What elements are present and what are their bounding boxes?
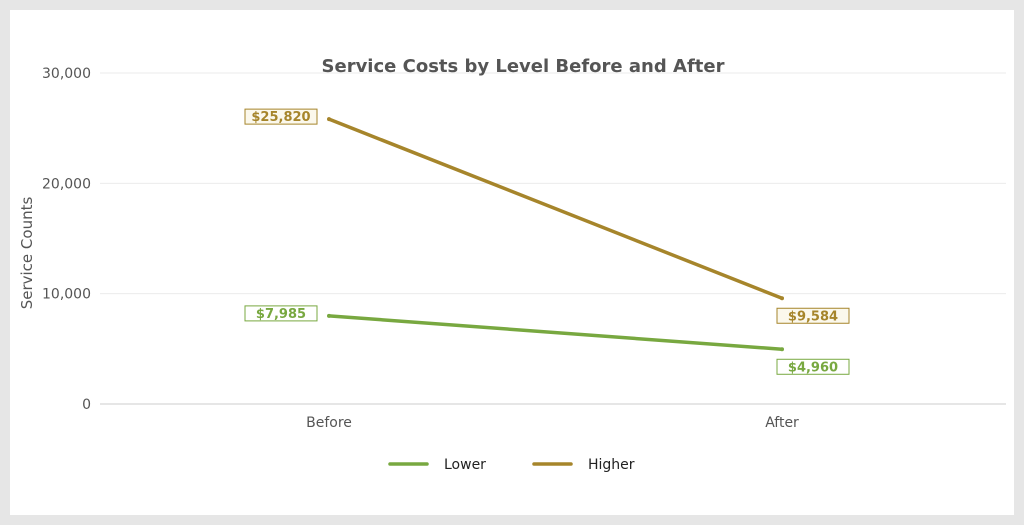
x-tick-label: After	[765, 415, 799, 431]
data-label-box	[244, 305, 318, 322]
legend-label-higher: Higher	[588, 457, 635, 473]
chart-canvas: 0 10,000 20,000 30,000 Before After $7,985 $4,…	[18, 56, 1006, 473]
y-tick-label: 30,000	[42, 66, 91, 82]
axis-layer: 0 10,000 20,000 30,000 Before After	[42, 66, 799, 431]
chart-card: 0 10,000 20,000 30,000 Before After $7,985 $4,…	[10, 10, 1014, 515]
y-axis-title: Service Counts	[18, 197, 36, 310]
data-label-box	[244, 108, 318, 125]
series-line-higher	[327, 117, 784, 301]
data-label: $25,820	[251, 110, 310, 125]
x-tick-label: Before	[306, 415, 352, 431]
y-tick-label: 10,000	[42, 287, 91, 303]
data-point-lower	[327, 313, 331, 318]
data-label: $7,985	[256, 307, 306, 322]
data-label: $9,584	[788, 309, 838, 324]
data-label-box	[776, 358, 850, 375]
legend-label-lower: Lower	[444, 457, 486, 473]
data-label-box	[776, 307, 850, 324]
data-label: $4,960	[788, 360, 838, 375]
legend: Lower Higher	[388, 457, 635, 473]
data-point-lower	[780, 347, 784, 352]
grid-layer	[100, 72, 1006, 405]
chart-title: Service Costs by Level Before and After	[322, 56, 725, 77]
data-point-higher	[327, 117, 331, 122]
series-layer	[327, 117, 784, 352]
series-line-lower	[327, 314, 784, 352]
data-point-higher	[780, 296, 784, 301]
label-layer: $7,985 $4,960 $25,820 $9,584	[244, 108, 850, 375]
y-tick-label: 0	[82, 397, 91, 413]
y-tick-label: 20,000	[42, 176, 91, 192]
